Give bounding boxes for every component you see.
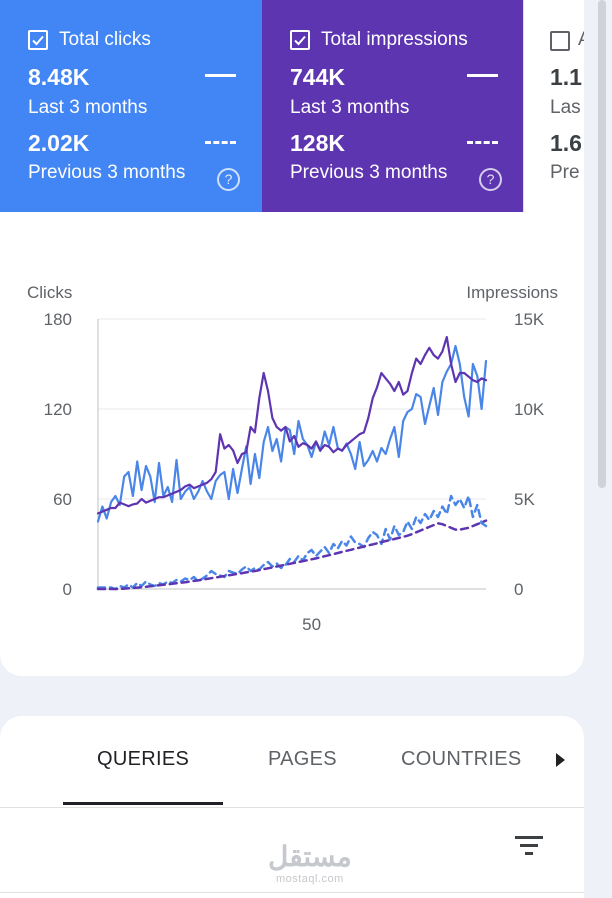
- tab-countries[interactable]: COUNTRIES: [401, 748, 522, 770]
- metric-current-period: Las: [550, 97, 581, 118]
- dashed-line-legend: [205, 141, 236, 144]
- metric-total-clicks[interactable]: Total clicks 8.48K Last 3 months 2.02K P…: [0, 0, 262, 212]
- x-tick-label: 50: [302, 615, 321, 634]
- tab-pages[interactable]: PAGES: [268, 748, 337, 770]
- solid-line-legend: [205, 74, 236, 77]
- metric-previous-value: 2.02K: [28, 130, 90, 156]
- metric-total-impressions[interactable]: Total impressions 744K Last 3 months 128…: [262, 0, 523, 212]
- metric-previous-period: Pre: [550, 162, 580, 183]
- metric-label: Total clicks: [59, 29, 151, 50]
- table-card: QUERIES PAGES COUNTRIES مستقل mostaql.co…: [0, 716, 584, 898]
- left-tick-label: 0: [63, 580, 72, 599]
- solid-line-legend: [467, 74, 498, 77]
- check-icon[interactable]: [290, 30, 310, 50]
- metric-label: Total impressions: [321, 29, 468, 50]
- check-icon[interactable]: [28, 30, 48, 50]
- checkbox-unchecked-icon[interactable]: [550, 31, 570, 51]
- metric-current-period: Last 3 months: [28, 97, 148, 118]
- scrollbar[interactable]: [598, 0, 606, 488]
- metric-current-value: 8.48K: [28, 64, 90, 90]
- metric-previous-period: Previous 3 months: [28, 162, 186, 183]
- watermark-arabic: مستقل: [268, 841, 352, 872]
- right-tick-label: 0: [514, 580, 523, 599]
- right-tick-label: 5K: [514, 490, 535, 509]
- metric-current-value: 744K: [290, 64, 345, 90]
- series-line-clicks-current: [96, 344, 488, 523]
- active-tab-indicator: [63, 802, 223, 805]
- metric-average-ctr[interactable]: A 1.1 Las 1.6 Pre: [523, 0, 584, 212]
- series-line-impressions-current: [96, 335, 488, 515]
- right-axis-title: Impressions: [466, 283, 558, 302]
- dashed-line-legend: [467, 141, 498, 144]
- metric-previous-period: Previous 3 months: [290, 162, 448, 183]
- line-chart: Clicks Impressions 50 180 15K 120 10K 60 5K 0 0: [27, 283, 558, 634]
- right-tick-label: 15K: [514, 310, 545, 329]
- left-tick-label: 180: [44, 310, 72, 329]
- metric-previous-value: 128K: [290, 130, 345, 156]
- right-tick-label: 10K: [514, 400, 545, 419]
- filter-icon[interactable]: [515, 834, 543, 863]
- help-circle-icon[interactable]: ?: [217, 168, 240, 191]
- watermark-latin: mostaql.com: [275, 873, 344, 885]
- left-tick-label: 60: [53, 490, 72, 509]
- left-tick-label: 120: [44, 400, 72, 419]
- metric-previous-value: 1.6: [550, 130, 582, 156]
- tab-queries[interactable]: QUERIES: [97, 748, 190, 770]
- series-line-impressions-previous: [96, 519, 488, 591]
- series-line-clicks-previous: [96, 494, 488, 591]
- help-circle-icon[interactable]: ?: [479, 168, 502, 191]
- divider: [0, 892, 584, 893]
- watermark-logo: مستقل mostaql.com: [268, 841, 352, 886]
- performance-chart: Clicks Impressions 50 180 15K 120 10K 60 5K 0 0: [0, 212, 584, 672]
- chevron-right-icon[interactable]: [556, 753, 565, 767]
- metric-current-period: Last 3 months: [290, 97, 410, 118]
- metric-label: A: [578, 29, 584, 51]
- metric-current-value: 1.1: [550, 64, 582, 90]
- left-axis-title: Clicks: [27, 283, 72, 302]
- performance-card: Total clicks 8.48K Last 3 months 2.02K P…: [0, 0, 584, 676]
- divider: [0, 807, 584, 808]
